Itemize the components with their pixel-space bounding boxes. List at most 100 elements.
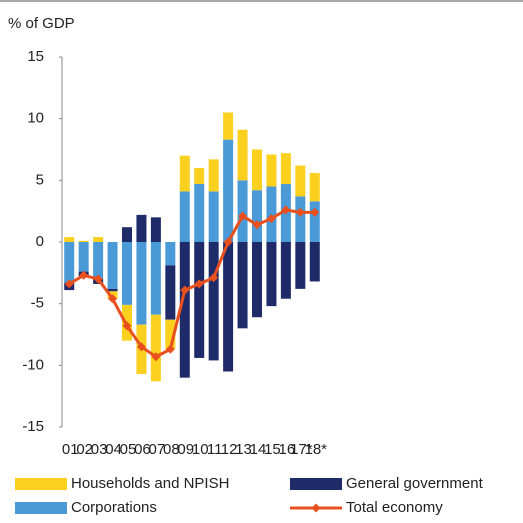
x-tick-label: 10	[192, 441, 209, 458]
bar-segment	[266, 154, 277, 187]
bar-segment	[165, 319, 176, 350]
bar-segment	[78, 242, 89, 272]
bar-segment	[179, 242, 190, 378]
bar-segment	[136, 214, 147, 242]
legend-label: General government	[346, 475, 484, 492]
line-marker	[238, 211, 248, 221]
x-tick-label: 04	[105, 441, 122, 458]
y-tick-label: -5	[31, 295, 44, 312]
x-tick-label: 01	[62, 441, 79, 458]
legend-swatch	[15, 478, 67, 490]
bar-segment	[150, 242, 161, 315]
bar-segment	[150, 314, 161, 382]
line-marker	[180, 285, 190, 295]
line	[68, 208, 315, 359]
line-marker	[108, 294, 118, 304]
line-marker	[79, 270, 89, 280]
bar-segment	[280, 242, 291, 299]
x-tick-label: 18*	[305, 441, 328, 458]
y-tick-label: -15	[22, 418, 44, 435]
bar-segment	[295, 196, 306, 242]
bar-segment	[252, 242, 262, 318]
bar-segment	[165, 265, 176, 320]
bar-segment	[64, 237, 75, 242]
legend-swatch	[290, 478, 342, 490]
line-marker	[194, 279, 204, 289]
line-marker	[209, 273, 219, 283]
bar-segment	[309, 172, 320, 202]
line-marker	[266, 214, 276, 224]
line-marker	[165, 344, 175, 354]
legend-label: Total economy	[346, 499, 443, 516]
bar-segment	[309, 201, 320, 242]
bar-segment	[122, 242, 132, 305]
line-marker	[64, 279, 74, 289]
x-tick-label: 17*	[290, 441, 313, 458]
x-tick-label: 15	[264, 441, 281, 458]
x-tick-label: 02	[76, 441, 93, 458]
x-tick-label: 09	[177, 441, 194, 458]
x-tick-label: 05	[120, 441, 137, 458]
bar-segment	[93, 237, 104, 242]
bar-segment	[93, 242, 104, 279]
x-tick-label: 14	[250, 441, 267, 458]
x-tick-label: 11	[207, 441, 223, 458]
y-axis-label: % of GDP	[8, 15, 75, 32]
bar-segment	[122, 227, 132, 242]
bar-segment	[223, 139, 234, 242]
line-marker	[151, 352, 161, 362]
y-tick-label: 0	[36, 233, 44, 250]
legend-marker	[311, 503, 321, 513]
bar-segment	[107, 242, 118, 289]
bar-segment	[194, 184, 205, 242]
bar-segment	[179, 155, 190, 192]
bar-segment	[194, 168, 205, 185]
bar-segment	[150, 217, 161, 242]
legend-label: Households and NPISH	[71, 475, 229, 492]
bar-segment	[179, 191, 190, 242]
bar-segment	[208, 242, 219, 361]
bar-segment	[237, 242, 248, 329]
bar-segment	[223, 242, 234, 372]
bar-segment	[295, 242, 306, 289]
bar-segment	[64, 242, 75, 283]
x-tick-label: 07	[149, 441, 166, 458]
x-tick-label: 12	[221, 441, 238, 458]
y-tick-label: -10	[22, 356, 44, 373]
bar-segment	[194, 242, 205, 358]
bar-segment	[252, 149, 262, 191]
bar-segment	[208, 191, 219, 242]
bar-segment	[237, 129, 248, 181]
bar-segment	[107, 288, 118, 292]
bar-segment	[165, 242, 176, 266]
bar-segment	[309, 242, 320, 282]
y-tick-label: 5	[36, 171, 44, 188]
bar-segment	[78, 240, 89, 242]
bar-segment	[252, 190, 262, 242]
line-marker	[310, 207, 320, 217]
bar-segment	[266, 242, 277, 307]
bar-segment	[280, 153, 291, 185]
bar-segment	[208, 159, 219, 192]
line-marker	[252, 220, 262, 230]
line-marker	[223, 237, 233, 247]
bar-segment	[223, 112, 234, 140]
line-marker	[281, 205, 291, 215]
line-marker	[122, 321, 132, 331]
x-tick-label: 08	[163, 441, 180, 458]
line-marker	[93, 274, 103, 284]
legend-label: Corporations	[71, 499, 157, 516]
y-tick-label: 10	[27, 110, 44, 127]
legend-swatch	[15, 502, 67, 514]
line-marker	[295, 207, 305, 217]
bar-segment	[237, 180, 248, 242]
y-tick-label: 15	[27, 48, 44, 65]
line-marker	[136, 342, 146, 352]
bar-segment	[295, 165, 306, 197]
x-tick-label: 03	[91, 441, 108, 458]
x-tick-label: 16	[279, 441, 296, 458]
x-tick-label: 13	[235, 441, 252, 458]
x-tick-label: 06	[134, 441, 151, 458]
bar-segment	[136, 242, 147, 325]
